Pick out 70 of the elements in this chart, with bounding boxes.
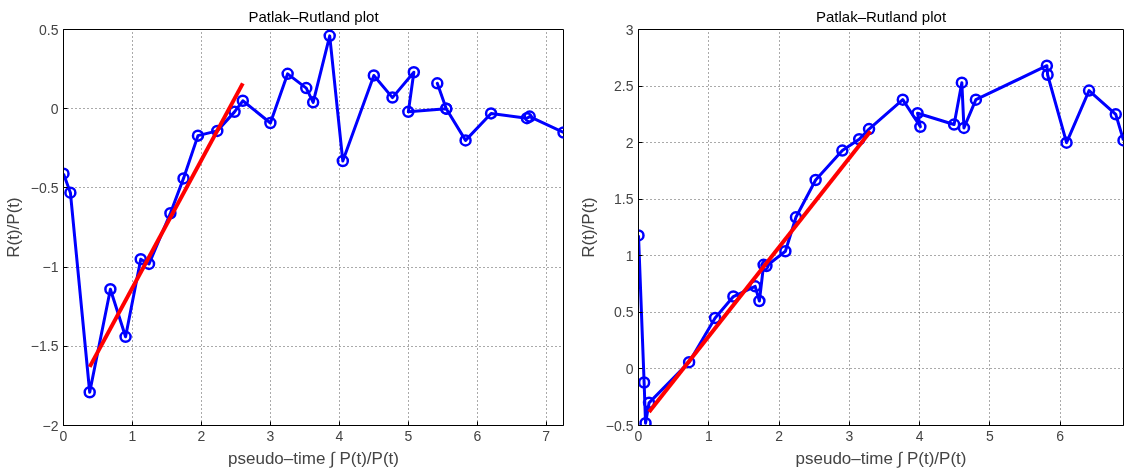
- x-tick-label: 2: [197, 427, 206, 444]
- point: [264, 116, 277, 130]
- x-axis-title: pseudo–time ∫ P(t)/P(t): [795, 448, 967, 468]
- point: [957, 121, 971, 135]
- point: [402, 105, 415, 119]
- point: [459, 134, 472, 147]
- x-tick-label: 7: [542, 427, 551, 444]
- point: [911, 106, 924, 120]
- x-tick-label: 1: [704, 427, 713, 444]
- point: [1082, 84, 1096, 97]
- x-tick-label: 3: [266, 427, 275, 444]
- point: [809, 173, 822, 187]
- y-tick-label: −1.5: [30, 338, 59, 355]
- point: [914, 120, 927, 134]
- y-tick-label: 2: [625, 134, 634, 151]
- point: [955, 76, 969, 89]
- y-axis-title: R(t)/P(t): [578, 197, 598, 258]
- chart-title: Patlak–Rutland plot: [815, 7, 947, 25]
- point: [947, 118, 961, 131]
- point: [1041, 68, 1054, 81]
- point: [191, 129, 205, 142]
- point: [83, 386, 96, 399]
- x-tick-label: 3: [845, 427, 854, 444]
- point: [407, 66, 421, 79]
- point: [236, 94, 250, 108]
- x-tick-label: 6: [473, 427, 482, 444]
- x-tick-label: 4: [915, 427, 924, 444]
- x-tick-label: 2: [775, 427, 784, 444]
- point: [896, 93, 910, 106]
- point: [1060, 136, 1073, 149]
- point: [638, 376, 651, 389]
- point: [1109, 108, 1123, 121]
- y-tick-label: 1: [625, 247, 634, 264]
- point: [336, 154, 350, 168]
- point: [836, 144, 849, 157]
- y-tick-label: 0.5: [39, 21, 59, 38]
- point: [306, 96, 320, 109]
- y-tick-label: 0: [625, 360, 634, 377]
- y-tick-label: 2.5: [614, 78, 634, 95]
- point: [431, 77, 444, 90]
- x-tick-label: 4: [335, 427, 344, 444]
- y-tick-label: 3: [625, 21, 634, 38]
- point: [484, 107, 498, 120]
- point: [300, 81, 313, 95]
- point: [281, 67, 294, 81]
- x-tick-label: 5: [986, 427, 995, 444]
- point: [104, 283, 117, 296]
- point: [119, 330, 132, 344]
- x-tick-label: 1: [128, 427, 137, 444]
- y-axis-title: R(t)/P(t): [3, 197, 23, 258]
- point: [969, 93, 983, 106]
- point: [64, 186, 77, 199]
- point: [1040, 59, 1054, 72]
- y-tick-label: −1: [42, 259, 59, 276]
- point: [753, 294, 766, 308]
- y-tick-label: 1.5: [614, 191, 634, 208]
- point: [779, 245, 792, 258]
- point: [386, 91, 399, 104]
- y-tick-label: 0.5: [614, 304, 634, 321]
- y-tick-label: 0: [50, 100, 59, 117]
- x-tick-label: 5: [404, 427, 413, 444]
- point: [177, 172, 190, 185]
- y-tick-label: −2: [42, 417, 59, 434]
- y-tick-label: −0.5: [30, 179, 59, 196]
- chart-title: Patlak–Rutland plot: [248, 7, 380, 25]
- x-tick-label: 6: [1056, 427, 1065, 444]
- point: [367, 69, 381, 82]
- point: [323, 29, 336, 43]
- y-tick-label: −0.5: [605, 417, 634, 434]
- x-axis-title: pseudo–time ∫ P(t)/P(t): [228, 448, 399, 468]
